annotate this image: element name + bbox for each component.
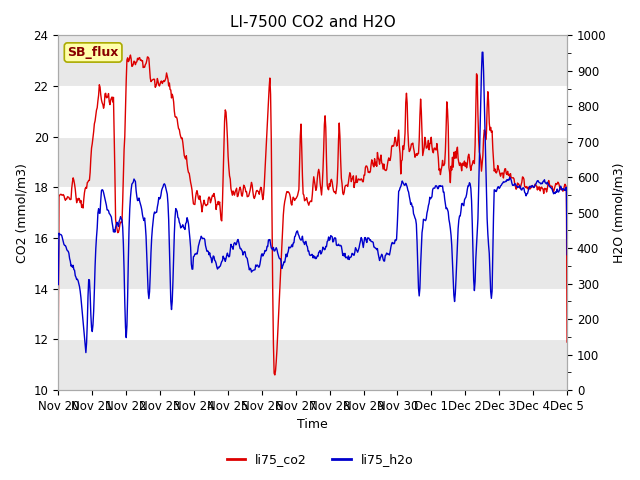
li75_co2 xyxy=(563,339,571,345)
X-axis label: Time: Time xyxy=(298,419,328,432)
li75_h2o xyxy=(478,49,486,55)
Text: SB_flux: SB_flux xyxy=(67,46,119,59)
li75_co2 xyxy=(116,222,124,228)
li75_h2o xyxy=(375,254,383,260)
Title: LI-7500 CO2 and H2O: LI-7500 CO2 and H2O xyxy=(230,15,396,30)
Line: li75_h2o: li75_h2o xyxy=(58,52,567,353)
li75_h2o xyxy=(116,214,124,219)
li75_co2 xyxy=(195,196,203,202)
li75_h2o xyxy=(54,282,62,288)
li75_co2 xyxy=(54,342,62,348)
li75_h2o xyxy=(82,350,90,356)
li75_h2o xyxy=(390,240,397,246)
li75_co2 xyxy=(127,52,134,58)
li75_co2 xyxy=(390,139,398,144)
li75_co2 xyxy=(63,194,71,200)
li75_co2 xyxy=(271,372,278,378)
Bar xyxy=(58,238,567,289)
li75_co2 xyxy=(376,161,383,167)
Y-axis label: H2O (mmol/m3): H2O (mmol/m3) xyxy=(612,162,625,263)
li75_co2 xyxy=(168,91,176,97)
Y-axis label: CO2 (mmol/m3): CO2 (mmol/m3) xyxy=(15,163,28,263)
Legend: li75_co2, li75_h2o: li75_co2, li75_h2o xyxy=(221,448,419,471)
li75_h2o xyxy=(63,248,71,254)
Line: li75_co2: li75_co2 xyxy=(58,55,567,375)
li75_h2o xyxy=(195,240,203,246)
Bar xyxy=(58,339,567,390)
Bar xyxy=(58,36,567,86)
li75_h2o xyxy=(563,252,571,258)
li75_h2o xyxy=(168,299,176,304)
Bar xyxy=(58,137,567,187)
